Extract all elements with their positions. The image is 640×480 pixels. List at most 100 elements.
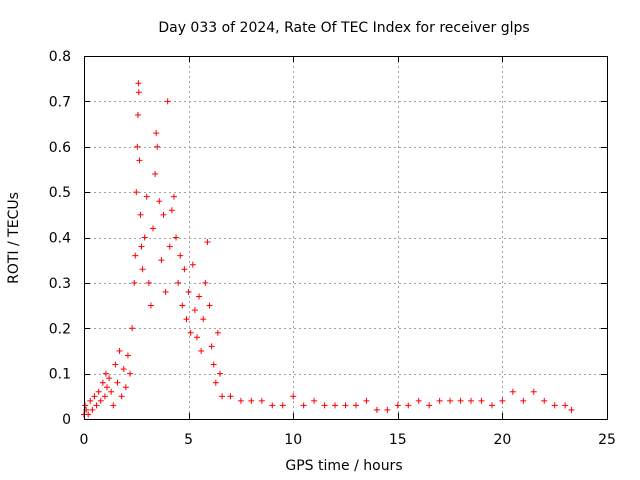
data-point [134,143,141,150]
data-point [150,225,157,232]
data-point [342,402,349,409]
data-point [152,170,159,177]
plot-frame [84,56,608,420]
data-point [193,334,200,341]
data-point [321,402,328,409]
data-point [82,402,89,409]
data-point [87,397,94,404]
data-point [198,347,205,354]
data-point [138,243,145,250]
data-point [177,252,184,259]
data-point [179,302,186,309]
data-point [143,193,150,200]
data-point [237,397,244,404]
data-point [394,402,401,409]
x-axis-label: GPS time / hours [285,458,402,474]
data-point [135,80,142,87]
data-point [181,266,188,273]
y-tick-labels: 0 0.1 0.2 0.3 0.4 0.5 0.6 0.7 0.8 [49,49,71,428]
chart-title: Day 033 of 2024, Rate Of TEC Index for r… [158,20,529,36]
x-tick-label: 20 [493,432,511,448]
data-point [509,388,516,395]
y-tick-label: 0.1 [49,367,71,383]
x-tick-label: 15 [389,432,407,448]
y-axis-label: ROTI / TECUs [6,192,22,284]
data-point [108,388,115,395]
data-point [499,397,506,404]
data-point [551,402,558,409]
data-point [568,406,575,413]
data-point [530,388,537,395]
y-tick-label: 0.4 [49,231,71,247]
data-point [104,384,111,391]
y-tick-label: 0 [62,412,71,428]
data-point [352,402,359,409]
data-point [85,411,92,418]
data-point [162,288,169,295]
data-point [227,393,234,400]
data-point [122,384,129,391]
data-point [112,361,119,368]
data-point [183,316,190,323]
data-point [185,288,192,295]
data-point [102,370,109,377]
data-point [118,393,125,400]
data-point [127,370,134,377]
data-point [206,302,213,309]
data-point [134,111,141,118]
data-point [447,397,454,404]
data-point [488,402,495,409]
data-point [210,361,217,368]
data-point [89,406,96,413]
data-point [300,402,307,409]
data-point [168,207,175,214]
data-point [154,143,161,150]
data-point [214,329,221,336]
data-point [101,393,108,400]
data-point [135,89,142,96]
y-tick-label: 0.6 [49,140,71,156]
data-point [457,397,464,404]
grid-lines [84,56,607,419]
data-point [114,379,121,386]
data-point [175,279,182,286]
data-point [166,243,173,250]
data-point [373,406,380,413]
data-point [131,279,138,286]
data-point [133,189,140,196]
data-point [93,402,100,409]
data-point [106,375,113,382]
data-point [248,397,255,404]
y-tick-label: 0.7 [49,94,71,110]
x-tick-label: 5 [184,432,193,448]
data-point [204,239,211,246]
x-tick-label: 10 [284,432,302,448]
data-point [116,347,123,354]
data-point [415,397,422,404]
data-point [279,402,286,409]
data-point [520,397,527,404]
data-point [136,157,143,164]
data-point [332,402,339,409]
y-tick-label: 0.2 [49,321,71,337]
data-point [426,402,433,409]
data-point [196,293,203,300]
data-point [153,130,160,137]
data-point [139,266,146,273]
data-point [562,402,569,409]
axis-ticks [84,56,608,420]
data-point [141,234,148,241]
data-point [95,388,102,395]
y-tick-label: 0.8 [49,49,71,65]
data-point [164,98,171,105]
data-point [189,261,196,268]
y-tick-label: 0.3 [49,276,71,292]
data-point [258,397,265,404]
x-tick-label: 0 [80,432,89,448]
data-point [478,397,485,404]
data-point [124,352,131,359]
data-point [120,366,127,373]
data-point [129,325,136,332]
data-point [145,279,152,286]
